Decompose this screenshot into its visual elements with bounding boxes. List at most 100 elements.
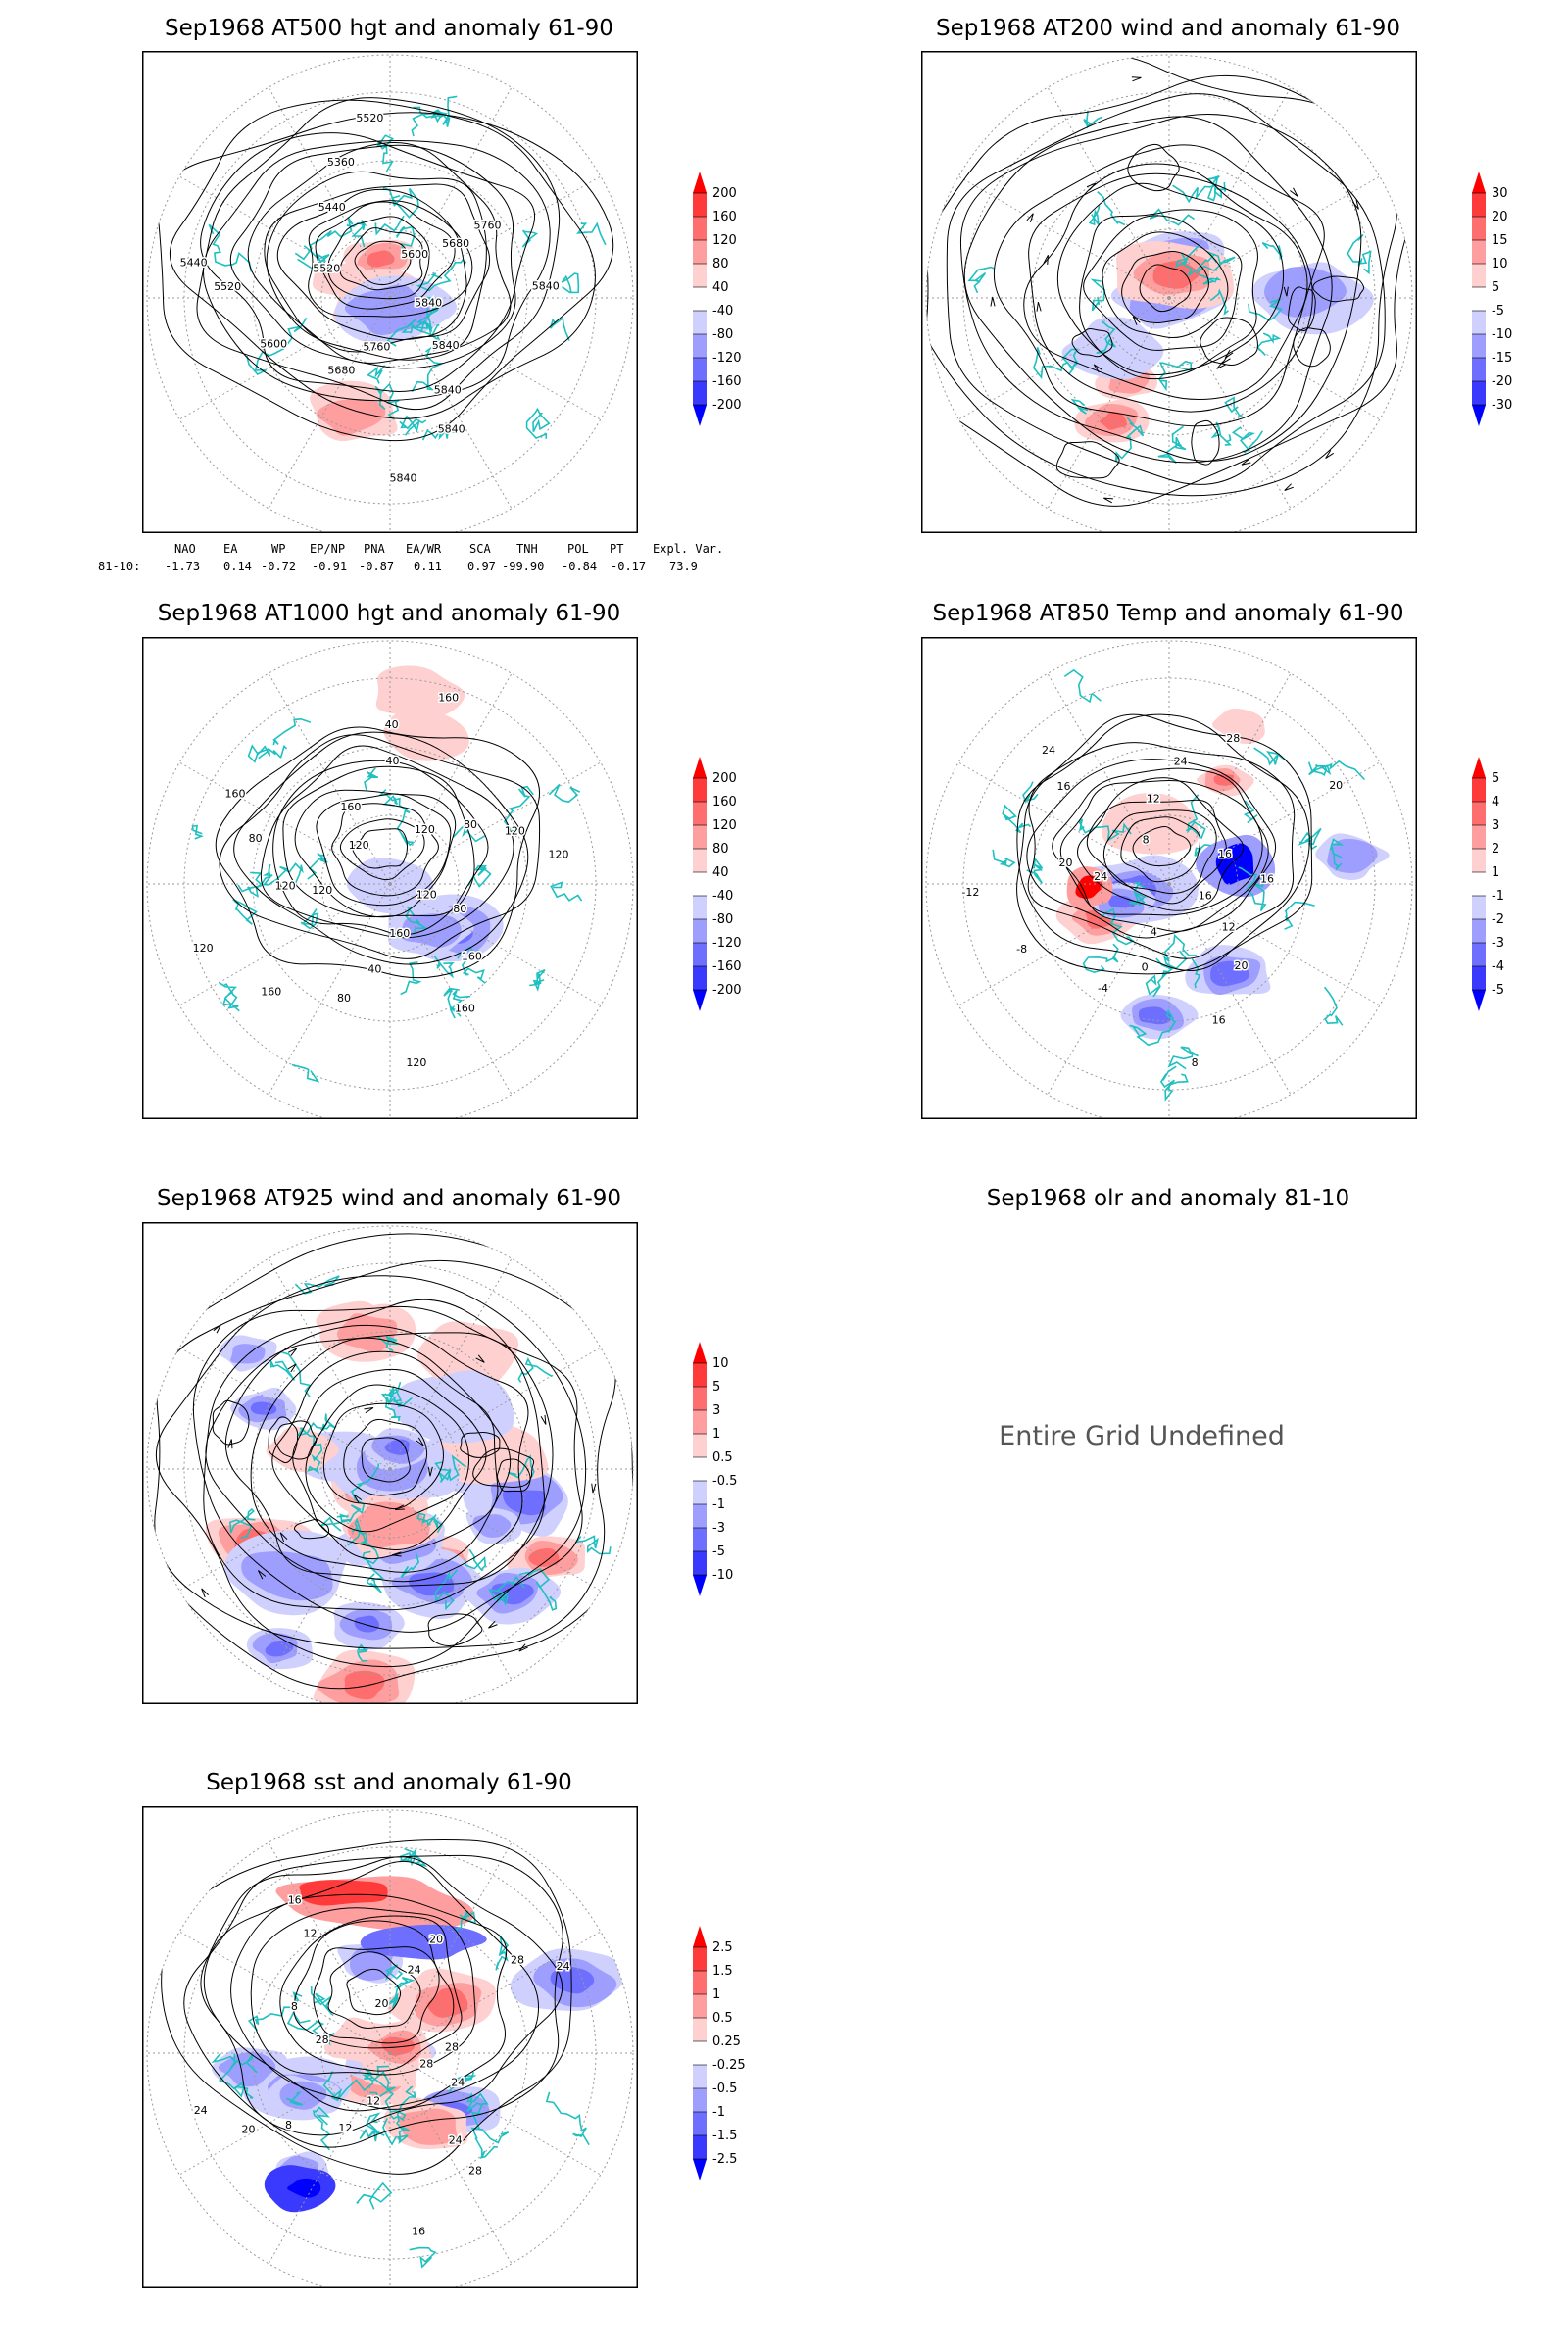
anomaly-shade [1138,1006,1172,1025]
coastline-segment [1090,278,1105,312]
meridian-line [1168,883,1381,1006]
meridian-line [389,883,602,1006]
coastline-segment [457,946,486,984]
anomaly-shade [354,1615,380,1633]
anomaly-shade [266,1426,339,1473]
colorbar-cap-bottom [693,990,707,1011]
colorbar-label: 5 [1492,771,1499,786]
meridian-line [389,1468,602,1592]
colorbar-label: -1 [712,1497,725,1512]
coastline-segment [1002,804,1031,834]
streamline-arrow [1325,450,1334,460]
contour-line [1059,779,1263,916]
colorbar-box [693,1481,707,1504]
coastline-segment [386,318,425,347]
streamline [203,1298,545,1611]
meridian-line [1168,761,1381,885]
colorbar-cap-top [693,1342,707,1363]
anomaly-shade [317,399,386,436]
contour-label: 24 [408,1964,421,1977]
colorbar-label: 80 [712,257,729,271]
streamline-eddy [427,1613,483,1647]
meridian-line [389,1257,513,1470]
contour-label: 5760 [363,340,390,353]
coastline-segment [400,961,422,996]
contour-line [313,1946,440,2044]
tc-value-pna: -0.87 [359,560,395,573]
contours [1016,713,1313,975]
contour-line [294,789,457,918]
coastline-segment [294,217,354,261]
coastline-segment [1157,360,1193,392]
contour-line [282,765,475,918]
contour-label: 5840 [532,280,560,293]
coastline-segment [518,1568,558,1611]
anomaly-shade [344,1670,385,1700]
colorbar-label: -30 [1492,398,1512,413]
streamline-arrow [1221,355,1231,365]
colorbar-label: -5 [712,1544,725,1559]
coastline-segment [362,2065,396,2099]
colorbar-box [693,1363,707,1387]
map-panel-at1000: 120 80 160 160 120 160 40 80 160 120 120 120 80 160 12… [142,637,638,1119]
streamline-arrow [1036,302,1042,312]
coastline-segment [377,789,416,847]
coastline-segment [434,1569,459,1611]
streamline-arrow [1241,458,1251,466]
teleconnection-table: NAO EA WP EP/NP PNA EA/WR SCA TNH POL PT… [98,542,735,581]
colorbar-label: -160 [712,959,742,974]
coastline-segment [307,852,328,880]
contour-label: 16 [412,2226,425,2238]
coastline-segment [1256,332,1282,356]
coastline-segment [434,1454,467,1483]
coastline-segment [386,1977,416,2009]
colorbar-label: -160 [712,374,742,389]
anomaly-shade [1211,708,1265,745]
contour-label: 5680 [442,237,469,250]
meridian-line [389,672,513,885]
colorbar-box [693,2018,707,2041]
coastline-segment [246,317,308,375]
coastline-segment [319,1513,353,1532]
colorbar-label: 1 [712,1987,720,2002]
contour-label: 16 [1260,873,1274,886]
anomaly-shade [265,1640,294,1657]
map-content [147,1810,633,2288]
colorbar-box [693,2065,707,2088]
streamline [250,1337,512,1573]
streamline [1079,209,1258,380]
coastlines [967,110,1372,465]
streamline [1083,215,1243,351]
anomaly-shade [1108,895,1136,908]
contour-line [219,734,541,959]
streamline [1028,172,1313,413]
colorbar-label: -80 [712,912,733,927]
tc-header-nao: NAO [174,542,196,556]
contour-label: 16 [1218,848,1232,860]
anomaly-shade-warm-core [299,1880,388,1906]
colorbar-label: 2.5 [712,1940,733,1955]
colorbar-label: 1 [1492,865,1499,880]
contour-label: 8 [285,2119,292,2132]
contour-label: 120 [349,839,369,852]
streamline-eddy [1312,275,1365,303]
streamline-eddy [1293,327,1331,368]
contour-label: 160 [455,1002,475,1014]
contour-label: 16 [1199,890,1212,903]
colorbar-label: -10 [1492,327,1512,342]
coastline-segment [294,1275,340,1295]
colorbar-box [693,825,707,849]
coastline-segment [470,2127,510,2160]
tc-header-tnh: TNH [516,542,538,556]
contour-label: 24 [1042,744,1055,757]
colorbar-box [693,2112,707,2135]
contour-label: -12 [961,886,979,899]
streamline [361,1437,411,1483]
meridian-line [178,761,391,885]
coastline-segment [1206,175,1227,202]
colorbar-label: -3 [712,1521,725,1536]
coastline-segment [1243,800,1258,824]
anomaly-shade [1213,773,1235,786]
map-boundary [146,54,634,533]
colorbar-label: 200 [712,186,737,201]
